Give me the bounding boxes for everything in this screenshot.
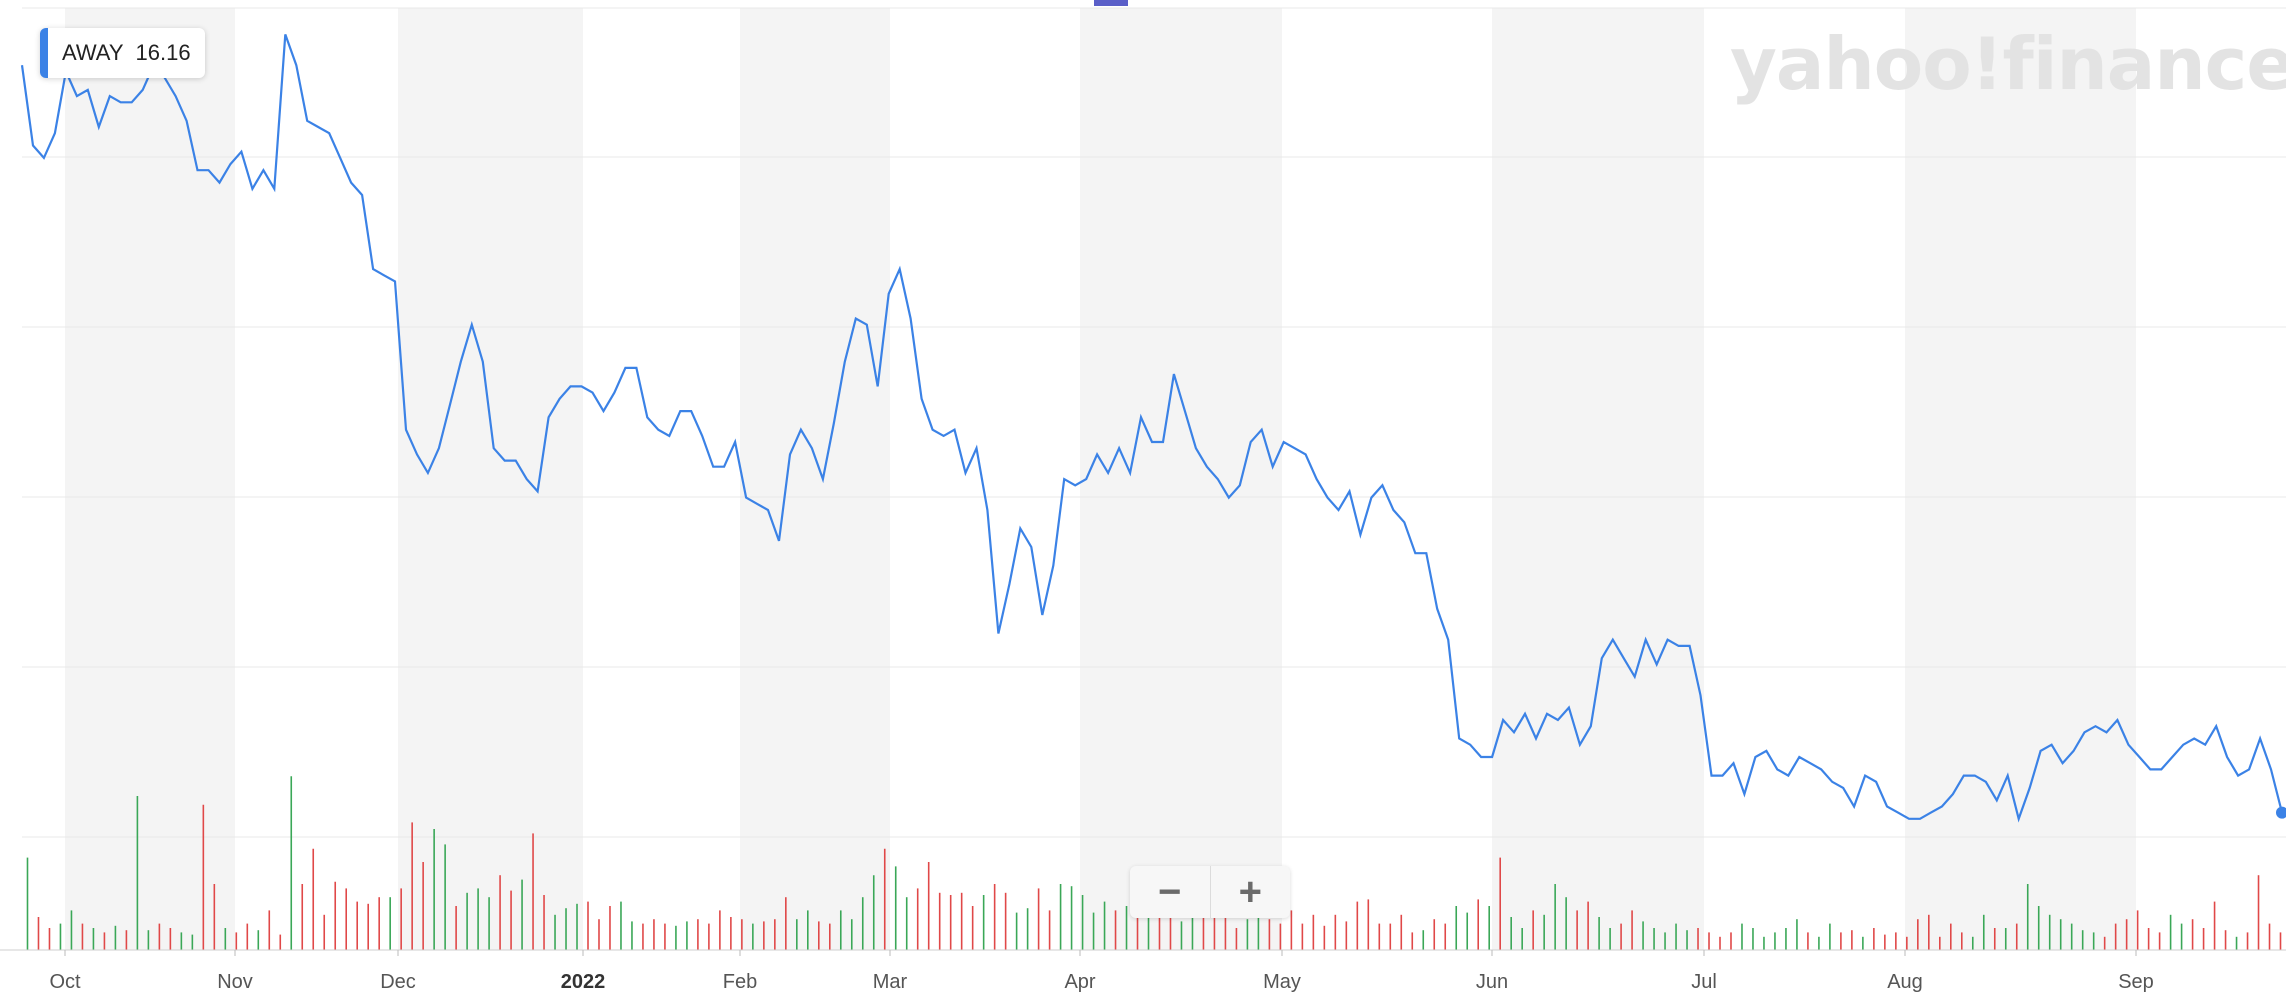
x-tick-label: Sep bbox=[2118, 971, 2154, 993]
x-tick-label: Apr bbox=[1064, 971, 1095, 993]
month-band bbox=[1492, 8, 1704, 950]
ticker-symbol: AWAY bbox=[62, 40, 124, 65]
x-tick-label: 2022 bbox=[561, 971, 606, 993]
yahoo-finance-logo: yahoo!finance bbox=[1730, 22, 2286, 106]
zoom-controls: − + bbox=[1130, 866, 1290, 918]
ticker-badge: AWAY 16.16 bbox=[40, 28, 205, 78]
x-tick-label: Mar bbox=[873, 971, 908, 993]
series-color-marker bbox=[40, 28, 48, 78]
x-tick-label: Feb bbox=[723, 971, 757, 993]
x-tick-label: Oct bbox=[49, 971, 81, 993]
x-tick-label: Aug bbox=[1887, 971, 1923, 993]
month-band bbox=[65, 8, 235, 950]
zoom-in-button[interactable]: + bbox=[1238, 869, 1262, 914]
last-price-point bbox=[2276, 806, 2286, 819]
month-band bbox=[398, 8, 583, 950]
x-tick-label: Nov bbox=[217, 971, 253, 993]
price-line bbox=[20, 34, 2284, 823]
x-tick-label: Dec bbox=[380, 971, 416, 993]
x-tick-label: May bbox=[1263, 971, 1301, 993]
x-tick-label: Jun bbox=[1476, 971, 1508, 993]
month-band bbox=[1080, 8, 1282, 950]
ticker-value: 16.16 bbox=[135, 40, 191, 65]
month-band bbox=[1905, 8, 2136, 950]
month-band bbox=[740, 8, 890, 950]
x-tick-label: Jul bbox=[1691, 971, 1717, 993]
top-handle[interactable] bbox=[1094, 0, 1128, 6]
zoom-out-button[interactable]: − bbox=[1130, 866, 1211, 918]
